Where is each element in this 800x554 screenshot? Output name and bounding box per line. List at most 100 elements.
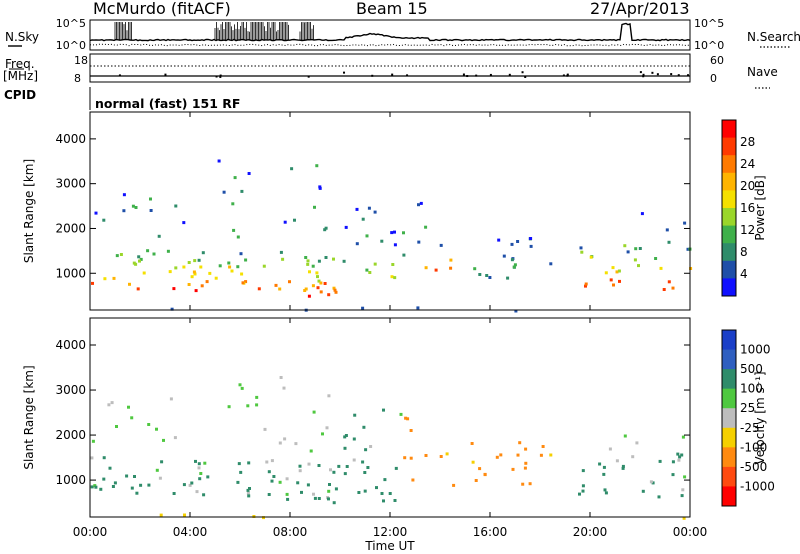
vel-cell: [248, 487, 251, 490]
power-cell: [373, 262, 377, 266]
freq-dot: [219, 75, 222, 78]
power-cell: [228, 265, 232, 269]
power-cell: [638, 247, 642, 250]
vel-cell: [255, 403, 259, 407]
vel-cell: [198, 477, 202, 481]
velocity-colorbar-tick-label: -1000: [740, 479, 775, 493]
power-cell: [323, 282, 327, 285]
vel-cell: [247, 494, 251, 498]
power-cell: [182, 221, 186, 225]
power-cell: [262, 264, 266, 268]
freq-frame: [89, 53, 691, 83]
vel-cell: [300, 490, 303, 494]
y-tick-label: 4000: [55, 132, 86, 146]
vel-cell: [523, 466, 527, 470]
vel-cell: [267, 470, 271, 474]
nave-label: Nave: [747, 65, 778, 79]
power-cell: [439, 243, 443, 247]
vel-cell: [285, 492, 289, 496]
velocity-colorbar-swatch: [722, 466, 736, 487]
vel-cell: [604, 491, 608, 495]
vel-cell: [363, 489, 367, 493]
power-cell: [240, 189, 244, 193]
power-cell: [637, 264, 640, 268]
nsearch-label: N.Search: [747, 30, 800, 44]
velocity-colorbar-swatch: [722, 447, 736, 468]
power-cell: [103, 277, 107, 281]
vel-cell: [511, 467, 515, 471]
freq-dot: [118, 74, 121, 77]
vel-cell: [399, 412, 403, 416]
y-tick-label: 1000: [55, 266, 86, 280]
y-tick-label: 3000: [55, 383, 86, 397]
vel-cell: [197, 462, 201, 466]
power-cells: [91, 159, 693, 313]
vel-cell: [90, 456, 94, 460]
power-cell: [217, 159, 221, 163]
power-cell: [361, 217, 365, 221]
vel-cell: [246, 404, 250, 408]
vel-cell: [107, 403, 111, 407]
vel-cell: [524, 447, 528, 451]
nave-tick-bottom: 0: [710, 72, 717, 85]
vel-cell: [279, 376, 283, 379]
power-colorbar-tick-label: 16: [740, 201, 755, 215]
power-cell: [136, 287, 140, 291]
power-cell: [368, 271, 372, 274]
power-cell: [190, 275, 194, 279]
power-cell: [231, 202, 235, 206]
freq-dot: [462, 73, 465, 76]
velocity-colorbar-label: Velocity [m s⁻¹]: [753, 371, 767, 464]
vel-cell: [404, 416, 408, 420]
vel-cell: [135, 491, 139, 495]
power-cell: [281, 257, 285, 261]
power-cell: [324, 256, 328, 259]
vel-cell: [452, 483, 456, 487]
nsky-spikes-1: [114, 22, 132, 40]
vel-cell: [236, 480, 240, 484]
power-cell: [434, 268, 438, 272]
vel-cell: [317, 464, 321, 467]
vel-cell: [183, 513, 186, 517]
velocity-colorbar-swatch: [722, 408, 736, 429]
power-colorbar-tick-label: 24: [740, 157, 755, 171]
vel-cell: [115, 425, 118, 428]
velocity-colorbar-swatch: [722, 369, 736, 390]
vel-cell: [309, 449, 313, 453]
x-axis-label: Time UT: [364, 539, 415, 553]
power-cell: [174, 266, 178, 270]
vel-cell: [602, 472, 606, 476]
vel-cell: [190, 481, 194, 485]
vel-cell: [227, 405, 231, 409]
power-cell: [529, 237, 533, 240]
power-cell: [502, 254, 506, 258]
vel-cell: [361, 460, 365, 464]
power-cell: [488, 276, 492, 279]
y-tick-label: 4000: [55, 338, 86, 352]
power-cell: [380, 239, 384, 243]
power-cell: [313, 205, 316, 209]
freq-dot: [687, 74, 690, 77]
power-cell: [131, 204, 135, 208]
velocity-colorbar-tick-label: 100: [740, 382, 763, 396]
power-cell: [290, 167, 294, 171]
power-cell: [327, 293, 331, 297]
vel-cell: [246, 488, 250, 492]
power-colorbar-label: Power [dB]: [753, 175, 767, 240]
vel-cell: [682, 516, 686, 520]
freq-dot: [642, 73, 645, 76]
vel-cell: [470, 442, 474, 445]
vel-cell: [282, 386, 286, 390]
vel-cell: [332, 470, 336, 474]
date-title: 27/Apr/2013: [590, 0, 690, 18]
power-cell: [514, 309, 518, 313]
x-tick-label: 12:00: [373, 525, 408, 539]
vel-cell: [197, 466, 201, 470]
vel-cell: [246, 491, 250, 495]
vel-cell: [344, 434, 348, 437]
vel-cell: [382, 499, 385, 503]
vel-cell: [680, 494, 684, 498]
freq-dot: [371, 74, 374, 77]
power-cell: [683, 221, 687, 225]
power-cell: [332, 257, 335, 261]
